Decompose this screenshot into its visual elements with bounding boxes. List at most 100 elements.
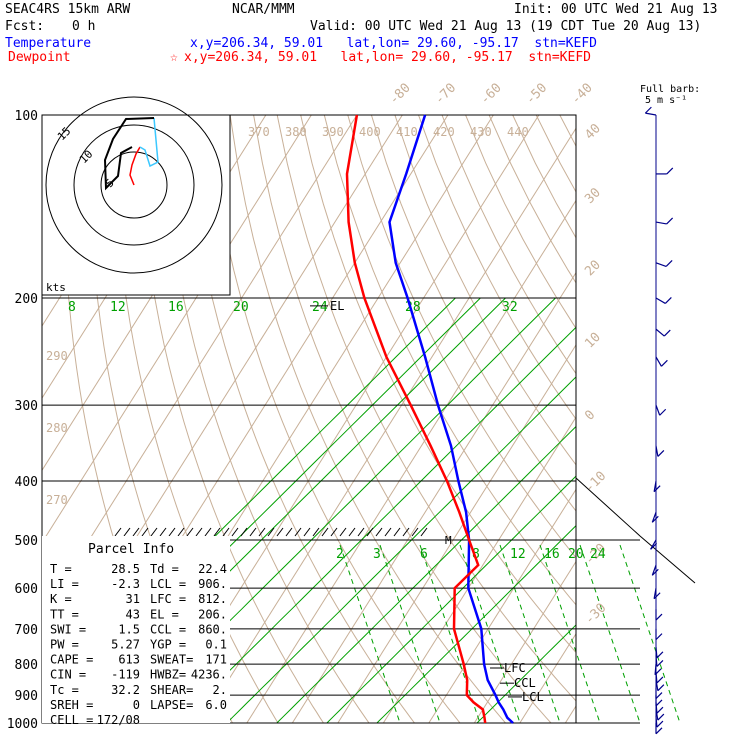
tropopause-hash xyxy=(249,527,257,537)
tropopause-hash xyxy=(330,527,338,537)
parcel-value: 171 xyxy=(205,653,227,667)
parcel-value: 22.4 xyxy=(198,562,227,576)
mixing-ratio-label: 16 xyxy=(168,300,184,315)
wind-barb xyxy=(655,221,667,225)
wind-barb xyxy=(655,297,666,304)
mixing-ratio-label: 24 xyxy=(312,300,328,315)
isotherm-line xyxy=(519,632,576,723)
tropopause-hash xyxy=(222,527,230,537)
tropopause-hash xyxy=(150,527,158,537)
tropopause-hash xyxy=(159,527,167,537)
tropopause-hash xyxy=(141,527,149,537)
parcel-key: CELL = xyxy=(50,713,93,727)
parcel-value: 812. xyxy=(198,592,227,606)
wind-barb-flag xyxy=(655,613,663,621)
tropopause-hash xyxy=(168,527,176,537)
parcel-value: 6.0 xyxy=(205,698,227,712)
hodo-ring xyxy=(100,151,168,219)
pressure-label: 600 xyxy=(15,582,38,597)
wind-barb xyxy=(655,328,665,337)
tropopause-hash xyxy=(285,527,293,537)
dry-adiabat-line xyxy=(654,115,740,723)
tropopause-hash xyxy=(384,527,392,537)
wind-barb-flag xyxy=(655,727,663,735)
dewpoint-info: x,y=206.34, 59.01 lat,lon= 29.60, -95.17… xyxy=(184,50,591,65)
dewpoint-profile xyxy=(345,114,487,724)
parcel-value: 860. xyxy=(198,622,227,636)
wind-barb-flag xyxy=(653,592,661,600)
tropopause-hash xyxy=(267,527,275,537)
wind-barb-flag xyxy=(664,297,672,304)
pressure-label: 1000 xyxy=(7,717,38,732)
dry-adiabat-line xyxy=(347,115,576,559)
star-icon: ☆ xyxy=(170,50,178,65)
isotherm-line xyxy=(428,488,576,723)
wind-barb-flag xyxy=(656,720,664,728)
wind-barb-flag xyxy=(655,633,663,641)
isotherm-label: -80 xyxy=(387,81,414,108)
tropopause-hash xyxy=(123,527,131,537)
wind-barb xyxy=(655,356,662,367)
wind-barb xyxy=(655,655,658,667)
parcel-key: CIN = xyxy=(50,668,86,682)
tropopause-hash xyxy=(411,527,419,537)
lfc-label: LFC xyxy=(504,661,526,675)
mixing-ratio-label: 8 xyxy=(68,300,76,315)
hodo-ring xyxy=(45,96,223,274)
wind-barb xyxy=(655,262,667,268)
mixing-ratio-label: 2 xyxy=(336,547,344,562)
theta-label: 410 xyxy=(396,125,418,139)
hodograph-box xyxy=(41,114,231,296)
tropopause-hash xyxy=(195,527,203,537)
mixing-ratio-label: 20 xyxy=(568,547,584,562)
mixing-ratio-label: 8 xyxy=(472,547,480,562)
tropopause-hash xyxy=(357,527,365,537)
wind-barb-flag xyxy=(644,106,652,114)
tropopause-hash xyxy=(204,527,212,537)
wind-barb xyxy=(655,716,658,728)
wind-barb-flag xyxy=(666,167,674,175)
parcel-key: SHEAR= xyxy=(150,683,193,697)
parcel-value: -119 xyxy=(111,668,140,682)
isotherm-line xyxy=(42,115,358,616)
valid-time: Valid: 00 UTC Wed 21 Aug 13 (19 CDT Tue … xyxy=(310,19,702,34)
wind-barb-flag xyxy=(654,668,662,676)
temperature-info: x,y=206.34, 59.01 lat,lon= 29.60, -95.17… xyxy=(190,36,597,51)
dry-adiabat-line xyxy=(158,115,370,723)
wind-barb-flag xyxy=(655,699,663,707)
wind-barb-flag xyxy=(653,485,661,493)
isotherm-label: 0 xyxy=(582,408,598,424)
pressure-label: 400 xyxy=(15,475,38,490)
parcel-key: SWEAT= xyxy=(150,653,193,667)
parcel-key: T = xyxy=(50,562,72,576)
parcel-value: 28.5 xyxy=(111,562,140,576)
wind-barb-flag xyxy=(657,713,665,721)
parcel-key: SWI = xyxy=(50,622,86,636)
wind-barb-flag xyxy=(660,359,668,367)
isotherm-label: -40 xyxy=(569,81,596,108)
dry-adiabat-line xyxy=(206,115,461,723)
wind-barb-flag xyxy=(659,408,667,416)
parcel-key: EL = xyxy=(150,607,179,621)
dry-adiabat-line xyxy=(253,115,552,723)
tropopause-hash xyxy=(186,527,194,537)
isotherm-label: 40 xyxy=(582,121,604,143)
pressure-label: 200 xyxy=(15,292,38,307)
hodo-lower-trace xyxy=(129,146,141,186)
isotherm-line xyxy=(42,115,312,544)
wind-barb xyxy=(653,588,657,599)
isotherm-line xyxy=(337,344,576,723)
wind-barb-flag xyxy=(663,329,671,337)
wind-barb-flag xyxy=(666,217,674,225)
lower-extension-lines xyxy=(339,544,681,723)
hodo-upper-trace xyxy=(103,117,155,191)
tropopause-hash xyxy=(375,527,383,537)
org-name: NCAR/MMM xyxy=(232,2,295,17)
mixing-ratio-label: 12 xyxy=(110,300,126,315)
tropopause-hash xyxy=(276,527,284,537)
tropopause-hash xyxy=(321,527,329,537)
tropopause-hash xyxy=(366,527,374,537)
hodo-units: kts xyxy=(46,281,66,294)
